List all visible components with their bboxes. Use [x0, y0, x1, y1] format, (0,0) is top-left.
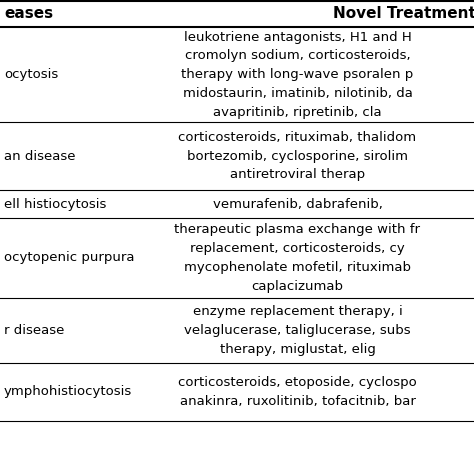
Text: ocytosis: ocytosis [4, 68, 58, 81]
Text: replacement, corticosteroids, cy: replacement, corticosteroids, cy [190, 242, 405, 255]
Text: corticosteroids, etoposide, cyclospo: corticosteroids, etoposide, cyclospo [178, 376, 417, 389]
Text: therapeutic plasma exchange with fr: therapeutic plasma exchange with fr [174, 223, 420, 237]
Text: bortezomib, cyclosporine, sirolim: bortezomib, cyclosporine, sirolim [187, 149, 408, 163]
Text: an disease: an disease [4, 149, 75, 163]
Text: avapritinib, ripretinib, cla: avapritinib, ripretinib, cla [213, 106, 382, 118]
Text: corticosteroids, rituximab, thalidom: corticosteroids, rituximab, thalidom [178, 131, 417, 144]
Text: therapy with long-wave psoralen p: therapy with long-wave psoralen p [182, 68, 414, 81]
Text: r disease: r disease [4, 324, 64, 337]
Text: therapy, miglustat, elig: therapy, miglustat, elig [219, 343, 375, 356]
Text: ymphohistiocytosis: ymphohistiocytosis [4, 385, 132, 399]
Text: Novel Treatment: Novel Treatment [333, 6, 474, 21]
Text: enzyme replacement therapy, i: enzyme replacement therapy, i [192, 305, 402, 318]
Text: leukotriene antagonists, H1 and H: leukotriene antagonists, H1 and H [183, 30, 411, 44]
Text: velaglucerase, taliglucerase, subs: velaglucerase, taliglucerase, subs [184, 324, 411, 337]
Text: mycophenolate mofetil, rituximab: mycophenolate mofetil, rituximab [184, 261, 411, 274]
Text: midostaurin, imatinib, nilotinib, da: midostaurin, imatinib, nilotinib, da [182, 87, 412, 100]
Text: cromolyn sodium, corticosteroids,: cromolyn sodium, corticosteroids, [185, 49, 410, 62]
Text: ell histiocytosis: ell histiocytosis [4, 198, 106, 210]
Text: ocytopenic purpura: ocytopenic purpura [4, 252, 135, 264]
Text: antiretroviral therap: antiretroviral therap [230, 168, 365, 181]
Text: eases: eases [4, 6, 53, 21]
Text: anakinra, ruxolitinib, tofacitnib, bar: anakinra, ruxolitinib, tofacitnib, bar [180, 395, 415, 408]
Text: vemurafenib, dabrafenib,: vemurafenib, dabrafenib, [212, 198, 383, 210]
Text: caplacizumab: caplacizumab [252, 280, 344, 292]
